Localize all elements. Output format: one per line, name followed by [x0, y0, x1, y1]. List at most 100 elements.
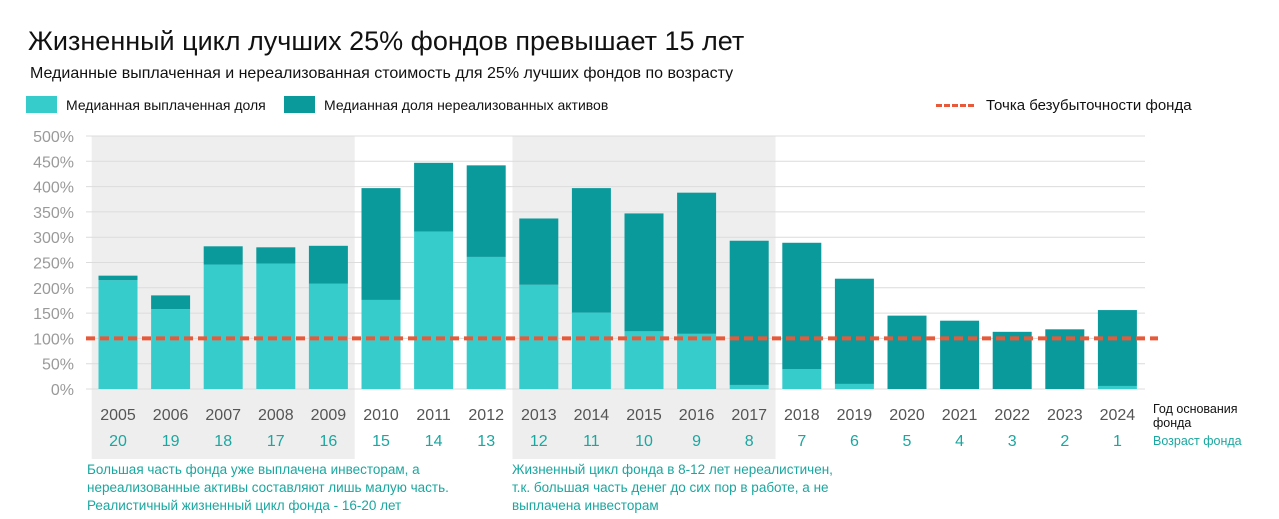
x-tick-year: 2013: [521, 407, 557, 424]
x-tick-year: 2022: [994, 407, 1030, 424]
x-tick-age: 7: [797, 433, 806, 450]
y-tick-label: 100%: [33, 331, 74, 348]
bar-paid-2018: [782, 369, 822, 389]
bar-unrealized-2019: [834, 278, 874, 384]
note-left-line1: Большая часть фонда уже выплачена инвест…: [87, 462, 420, 477]
x-tick-year: 2020: [889, 407, 925, 424]
bar-unrealized-2009: [308, 245, 348, 284]
bar-unrealized-2010: [361, 188, 401, 300]
bar-unrealized-2012: [466, 165, 506, 257]
x-tick-age: 12: [530, 433, 548, 450]
bar-unrealized-2011: [414, 162, 454, 232]
x-tick-year: 2024: [1100, 407, 1136, 424]
bar-unrealized-2007: [203, 246, 243, 265]
x-tick-age: 5: [903, 433, 912, 450]
bar-paid-2011: [414, 231, 454, 389]
bar-unrealized-2020: [887, 315, 927, 389]
bar-unrealized-2017: [729, 240, 769, 385]
bar-paid-2008: [256, 263, 296, 389]
x-tick-year: 2023: [1047, 407, 1083, 424]
x-tick-age: 2: [1060, 433, 1069, 450]
bar-unrealized-2015: [624, 213, 664, 332]
x-tick-age: 14: [425, 433, 443, 450]
bar-unrealized-2024: [1097, 310, 1137, 386]
note-right-line1: Жизненный цикл фонда в 8-12 лет нереалис…: [512, 462, 833, 477]
x-tick-age: 20: [109, 433, 127, 450]
bar-paid-2016: [677, 333, 717, 389]
legend-breakeven-label: Точка безубыточности фонда: [986, 97, 1192, 114]
y-tick-label: 400%: [33, 180, 74, 197]
bar-paid-2009: [308, 283, 348, 389]
note-right: Жизненный цикл фонда в 8-12 лет нереалис…: [512, 461, 833, 515]
year-axis-label: Год основания фонда: [1153, 402, 1238, 430]
y-tick-label: 450%: [33, 154, 74, 171]
x-tick-year: 2011: [416, 407, 451, 424]
x-tick-year: 2014: [574, 407, 610, 424]
x-tick-year: 2016: [679, 407, 715, 424]
bar-paid-2015: [624, 331, 664, 389]
bar-unrealized-2008: [256, 247, 296, 264]
bar-unrealized-2016: [677, 192, 717, 334]
bar-unrealized-2013: [519, 218, 559, 285]
legend-unrealized-swatch: [284, 96, 315, 113]
legend-paid: Медианная выплаченная доля: [26, 96, 266, 113]
x-tick-age: 18: [214, 433, 232, 450]
bar-paid-2006: [151, 309, 191, 389]
x-tick-year: 2007: [205, 407, 241, 424]
y-tick-label: 300%: [33, 230, 74, 247]
y-tick-label: 150%: [33, 306, 74, 323]
legend-unrealized-label: Медианная доля нереализованных активов: [324, 96, 609, 113]
y-tick-label: 250%: [33, 256, 74, 273]
x-tick-age: 17: [267, 433, 285, 450]
x-tick-age: 8: [745, 433, 754, 450]
x-tick-age: 6: [850, 433, 859, 450]
note-right-line3: выплачена инвесторам: [512, 498, 659, 513]
x-tick-year: 2021: [942, 407, 978, 424]
bar-paid-2024: [1097, 385, 1137, 389]
legend-paid-swatch: [26, 96, 57, 113]
bar-unrealized-2005: [98, 275, 138, 281]
x-tick-age: 11: [583, 433, 600, 450]
x-tick-age: 4: [955, 433, 964, 450]
x-tick-age: 15: [372, 433, 390, 450]
bar-unrealized-2006: [151, 295, 191, 310]
x-tick-age: 1: [1113, 433, 1122, 450]
x-tick-age: 9: [692, 433, 701, 450]
bar-unrealized-2022: [992, 331, 1032, 389]
x-tick-age: 3: [1008, 433, 1017, 450]
x-tick-age: 16: [320, 433, 338, 450]
note-right-line2: т.к. большая часть денег до сих пор в ра…: [512, 480, 829, 495]
x-tick-year: 2006: [153, 407, 189, 424]
legend-breakeven: Точка безубыточности фонда: [936, 97, 1192, 114]
y-tick-label: 0%: [51, 382, 74, 399]
age-axis-label: Возраст фонда: [1153, 434, 1242, 448]
x-tick-year: 2010: [363, 407, 399, 424]
year-axis-label-line1: Год основания: [1153, 402, 1238, 416]
legend-unrealized: Медианная доля нереализованных активов: [284, 96, 608, 113]
x-tick-age: 10: [635, 433, 653, 450]
x-tick-age: 13: [477, 433, 495, 450]
bar-paid-2010: [361, 299, 401, 389]
bar-paid-2019: [834, 383, 874, 389]
bar-unrealized-2014: [571, 188, 611, 313]
legend-paid-label: Медианная выплаченная доля: [66, 96, 266, 113]
bar-paid-2005: [98, 280, 138, 389]
y-tick-label: 350%: [33, 205, 74, 222]
year-axis-label-line2: фонда: [1153, 416, 1192, 430]
x-tick-year: 2015: [626, 407, 662, 424]
note-left-line3: Реалистичный жизненный цикл фонда - 16-2…: [87, 498, 402, 513]
chart-subtitle: Медианные выплаченная и нереализованная …: [30, 65, 734, 82]
x-tick-year: 2018: [784, 407, 820, 424]
x-tick-year: 2019: [837, 407, 873, 424]
x-tick-year: 2008: [258, 407, 294, 424]
x-tick-year: 2005: [100, 407, 136, 424]
bar-paid-2007: [203, 264, 243, 389]
x-tick-year: 2012: [468, 407, 504, 424]
y-tick-label: 50%: [42, 357, 74, 374]
bar-unrealized-2023: [1045, 329, 1085, 389]
bar-paid-2014: [571, 312, 611, 389]
bar-paid-2012: [466, 256, 506, 389]
x-tick-year: 2017: [731, 407, 767, 424]
x-tick-age: 19: [162, 433, 180, 450]
